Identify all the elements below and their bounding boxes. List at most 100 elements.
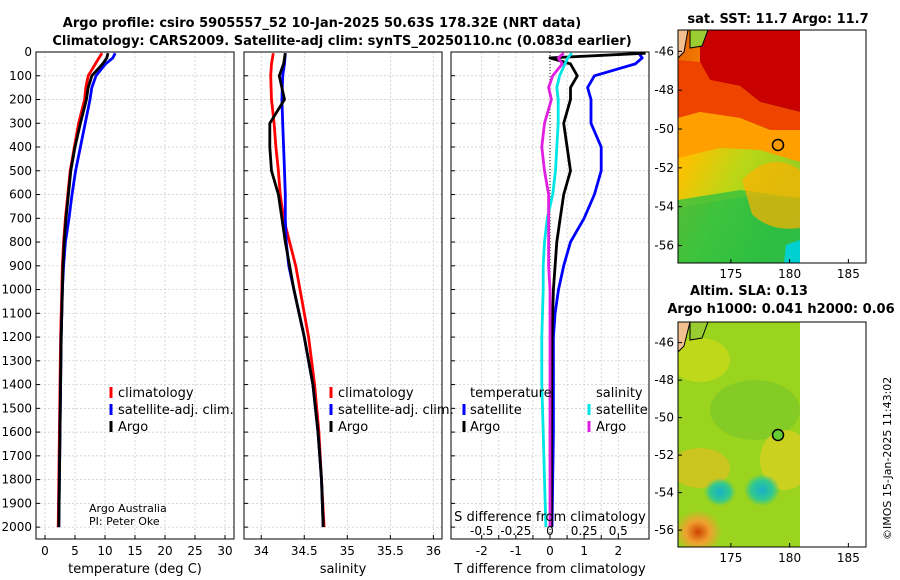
sst-field-detail (678, 30, 800, 263)
sst-warm-band (678, 60, 800, 130)
x-tick-label: 0 (41, 544, 49, 558)
salinity-legend: climatology satellite-adj. clim. Argo (329, 386, 454, 435)
map-y-tick-label: -48 (654, 373, 674, 387)
sla-cold-eddy (744, 474, 780, 506)
y-tick-label: 1900 (1, 496, 32, 510)
y-tick-label: 2000 (1, 520, 32, 534)
sst-map-frame (677, 29, 867, 264)
plot-frame (243, 51, 443, 540)
map-x-tick-label: 185 (837, 267, 860, 281)
x-tick-label: 20 (157, 544, 172, 558)
x-tick-label: 0 (546, 544, 554, 558)
map-x-tick-label: 180 (778, 551, 801, 565)
sla-cold-eddy (704, 478, 736, 506)
sla-land (678, 322, 691, 353)
legend-label-argo: Argo (338, 420, 368, 435)
x-tick-label: 1 (580, 544, 588, 558)
temperature-legend: climatology satellite-adj. clim. Argo (109, 386, 234, 435)
y-tick-label: 400 (9, 140, 32, 154)
sla-anomaly (760, 430, 800, 490)
sla-island (689, 322, 709, 341)
x-tick-label: -1 (510, 544, 522, 558)
sla-map-title-line2: Argo h1000: 0.041 h2000: 0.06 (667, 302, 894, 317)
sst-float-marker (771, 138, 785, 152)
series-line-s-argo (540, 52, 565, 528)
secondary-tick-label: -0.25 (500, 524, 531, 538)
map-y-tick-label: -46 (654, 44, 674, 58)
figure-title-line1: Argo profile: csiro 5905557_52 10-Jan-20… (63, 16, 581, 31)
legend-label-climatology: climatology (338, 386, 414, 401)
map-y-tick-label: -48 (654, 83, 674, 97)
y-tick-label: 1700 (1, 449, 32, 463)
map-y-tick-label: -56 (654, 523, 674, 537)
y-tick-label: 0 (24, 45, 32, 59)
x-tick-label: 2 (614, 544, 622, 558)
x-tick-label: 5 (71, 544, 79, 558)
legend-label-argo: Argo (118, 420, 148, 435)
y-tick-label: 100 (9, 69, 32, 83)
sla-float-marker (771, 428, 785, 442)
sla-map-title-line1: Altim. SLA: 0.13 (690, 284, 808, 299)
sla-anomaly (678, 448, 730, 488)
y-tick-label: 1500 (1, 401, 32, 415)
y-tick-label: 900 (9, 259, 32, 273)
secondary-axis-label: S difference from climatology (454, 510, 646, 525)
y-tick-label: 600 (9, 188, 32, 202)
x-tick-label: 35.5 (377, 544, 404, 558)
x-axis-label: T difference from climatology (453, 562, 646, 577)
series-line-climatology (269, 52, 326, 528)
secondary-tick-label: 0.25 (571, 524, 598, 538)
sst-warm-region (700, 30, 800, 112)
secondary-tick-label: -0.5 (470, 524, 493, 538)
series-line-t-argo (548, 51, 646, 528)
series-line-s-satellite (540, 52, 573, 528)
x-tick-label: 25 (187, 544, 202, 558)
sla-map-frame (677, 321, 867, 548)
sla-field-detail (678, 322, 800, 547)
sst-map-axes: 175 180 185 -46 -48 -50 -52 -54 -56 (654, 44, 859, 281)
legend-title-temperature: temperature (470, 386, 552, 401)
legend-label-s-satellite: satellite (596, 403, 648, 418)
legend-label-satellite: satellite-adj. clim. (338, 403, 454, 418)
y-tick-label: 1000 (1, 283, 32, 297)
x-tick-label: 36 (426, 544, 441, 558)
temperature-panel: 0 5 10 15 20 25 300100200300400500600700800900… (1, 45, 235, 577)
series-line-argo (57, 52, 110, 528)
legend-label-t-argo: Argo (470, 420, 500, 435)
difference-panel: -2 -1 0 1 2 T difference from climatology S di… (450, 51, 650, 577)
sst-cold-spot (784, 240, 800, 263)
y-tick-label: 1400 (1, 378, 32, 392)
y-tick-label: 1200 (1, 330, 32, 344)
x-axis-label: temperature (deg C) (68, 562, 202, 577)
x-tick-label: -2 (476, 544, 488, 558)
legend-title-salinity: salinity (596, 386, 643, 401)
map-x-tick-label: 175 (719, 551, 742, 565)
y-tick-label: 1300 (1, 354, 32, 368)
map-x-tick-label: 175 (719, 267, 742, 281)
y-tick-label: 800 (9, 235, 32, 249)
secondary-tick-label: 0.5 (609, 524, 628, 538)
x-tick-label: 35 (340, 544, 355, 558)
x-tick-label: 34.5 (291, 544, 318, 558)
y-tick-label: 500 (9, 164, 32, 178)
y-tick-label: 1800 (1, 473, 32, 487)
map-y-tick-label: -52 (654, 161, 674, 175)
figure-title-line2: Climatology: CARS2009. Satellite-adj cli… (52, 34, 631, 49)
legend-label-s-argo: Argo (596, 420, 626, 435)
map-y-tick-label: -54 (654, 486, 674, 500)
secondary-tick-label: 0 (546, 524, 554, 538)
sst-eddy (742, 162, 800, 229)
sst-mid-band (678, 112, 800, 162)
sst-map-title: sat. SST: 11.7 Argo: 11.7 (687, 12, 868, 27)
y-tick-label: 700 (9, 211, 32, 225)
plot-area (244, 52, 442, 539)
map-y-tick-label: -56 (654, 239, 674, 253)
map-y-tick-label: -52 (654, 448, 674, 462)
legend-label-satellite: satellite-adj. clim. (118, 403, 234, 418)
y-tick-label: 300 (9, 116, 32, 130)
difference-legend-salinity: salinity satellite Argo (587, 386, 648, 435)
copyright-stamp: ©IMOS 15-Jan-2025 11:43:02 (881, 377, 894, 540)
sla-map-axes: 175 180 185 -46 -48 -50 -52 -54 -56 (654, 336, 859, 565)
sla-anomaly (678, 338, 730, 382)
